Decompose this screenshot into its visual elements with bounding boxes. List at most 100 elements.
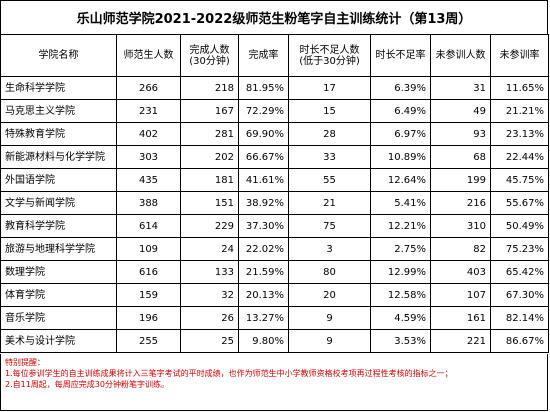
table-cell: 25 <box>180 329 239 353</box>
college-name-cell: 特殊教育学院 <box>0 122 117 146</box>
notes-line-2: 2.自11周起，每周应完成30分钟粉笔字训练。 <box>5 380 169 389</box>
table-cell: 17 <box>288 76 371 100</box>
header-row: 学院名称 师范生人数 完成人数 (30分钟) 完成率 时长不足人数 (低于30分钟) 时长不足… <box>0 34 549 77</box>
table-row: 外国语学院 435 181 41.61% 55 12.64% 199 45.75% <box>0 168 549 192</box>
column-header: 完成率 <box>238 34 289 77</box>
table-row: 旅游与地理科学学院 109 24 22.02% 3 2.75% 82 75.23% <box>0 237 549 261</box>
table-cell: 4.59% <box>370 306 431 330</box>
table-cell: 81.95% <box>238 76 289 100</box>
sheet-title: 乐山师范学院2021-2022级师范生粉笔字自主训练统计（第13周） <box>0 0 548 34</box>
table-cell: 5.41% <box>370 191 431 215</box>
table-row: 教育科学学院 614 229 37.30% 75 12.21% 310 50.49% <box>0 214 549 238</box>
table-cell: 3 <box>288 237 371 261</box>
table-cell: 159 <box>116 283 181 307</box>
table-cell: 402 <box>116 122 181 146</box>
column-header-line: 学院名称 <box>38 50 79 61</box>
table-cell: 86.67% <box>490 329 549 353</box>
table-cell: 255 <box>116 329 181 353</box>
column-header-line: 未参训率 <box>499 50 540 61</box>
college-name-cell: 美术与设计学院 <box>0 329 117 353</box>
table-cell: 2.75% <box>370 237 431 261</box>
college-name-cell: 教育科学学院 <box>0 214 117 238</box>
table-row: 数理学院 616 133 21.59% 80 12.99% 403 65.42% <box>0 260 549 284</box>
table-cell: 93 <box>430 122 491 146</box>
table-cell: 435 <box>116 168 181 192</box>
table-cell: 65.42% <box>490 260 549 284</box>
table-cell: 37.30% <box>238 214 289 238</box>
table-cell: 82 <box>430 237 491 261</box>
table-cell: 13.27% <box>238 306 289 330</box>
table-cell: 24 <box>180 237 239 261</box>
column-header: 学院名称 <box>0 34 117 77</box>
college-name-cell: 音乐学院 <box>0 306 117 330</box>
table-cell: 167 <box>180 99 239 123</box>
college-name-cell: 新能源材料与化学学院 <box>0 145 117 169</box>
column-header-line: 时长不足率 <box>375 50 426 61</box>
table-cell: 266 <box>116 76 181 100</box>
table-cell: 107 <box>430 283 491 307</box>
table-cell: 9 <box>288 306 371 330</box>
college-name-cell: 马克思主义学院 <box>0 99 117 123</box>
table-cell: 82.14% <box>490 306 549 330</box>
table-cell: 11.65% <box>490 76 549 100</box>
table-cell: 12.99% <box>370 260 431 284</box>
table-cell: 26 <box>180 306 239 330</box>
column-header: 未参训率 <box>490 34 549 77</box>
table-cell: 9.80% <box>238 329 289 353</box>
column-header: 时长不足率 <box>370 34 431 77</box>
table-cell: 15 <box>288 99 371 123</box>
table-cell: 38.92% <box>238 191 289 215</box>
table-cell: 75.23% <box>490 237 549 261</box>
table-cell: 310 <box>430 214 491 238</box>
table-cell: 388 <box>116 191 181 215</box>
table-cell: 151 <box>180 191 239 215</box>
college-name-cell: 数理学院 <box>0 260 117 284</box>
table-cell: 202 <box>180 145 239 169</box>
notes-section: 特别提醒： 1.每位参训学生的自主训练成果将计入三笔字考试的平时成绩，也作为师范… <box>0 354 548 411</box>
table-cell: 66.67% <box>238 145 289 169</box>
table-cell: 80 <box>288 260 371 284</box>
table-cell: 20 <box>288 283 371 307</box>
table-cell: 28 <box>288 122 371 146</box>
column-header: 完成人数 (30分钟) <box>180 34 239 77</box>
table-cell: 67.30% <box>490 283 549 307</box>
table-cell: 161 <box>430 306 491 330</box>
table-cell: 614 <box>116 214 181 238</box>
notes-heading: 特别提醒： <box>5 358 45 367</box>
table-cell: 22.44% <box>490 145 549 169</box>
column-header-line: 时长不足人数 <box>299 44 360 56</box>
table-cell: 229 <box>180 214 239 238</box>
stats-table: 学院名称 师范生人数 完成人数 (30分钟) 完成率 时长不足人数 (低于30分钟) 时长不足… <box>0 34 549 353</box>
column-header-line: 师范生人数 <box>123 50 174 61</box>
table-cell: 12.58% <box>370 283 431 307</box>
table-cell: 50.49% <box>490 214 549 238</box>
table-cell: 9 <box>288 329 371 353</box>
table-row: 特殊教育学院 402 281 69.90% 28 6.97% 93 23.13% <box>0 122 549 146</box>
college-name-cell: 外国语学院 <box>0 168 117 192</box>
table-cell: 199 <box>430 168 491 192</box>
college-name-cell: 体育学院 <box>0 283 117 307</box>
table-cell: 45.75% <box>490 168 549 192</box>
table-cell: 21 <box>288 191 371 215</box>
table-cell: 221 <box>430 329 491 353</box>
table-row: 马克思主义学院 231 167 72.29% 15 6.49% 49 21.21% <box>0 99 549 123</box>
table-cell: 33 <box>288 145 371 169</box>
table-cell: 181 <box>180 168 239 192</box>
table-cell: 21.21% <box>490 99 549 123</box>
table-row: 文学与新闻学院 388 151 38.92% 21 5.41% 216 55.67% <box>0 191 549 215</box>
column-header-line: (低于30分钟) <box>299 55 360 67</box>
table-cell: 12.21% <box>370 214 431 238</box>
column-header: 时长不足人数 (低于30分钟) <box>288 34 371 77</box>
table-cell: 196 <box>116 306 181 330</box>
college-name-cell: 文学与新闻学院 <box>0 191 117 215</box>
table-cell: 23.13% <box>490 122 549 146</box>
table-row: 新能源材料与化学学院 303 202 66.67% 33 10.89% 68 22.44% <box>0 145 549 169</box>
table-cell: 22.02% <box>238 237 289 261</box>
table-cell: 216 <box>430 191 491 215</box>
column-header: 未参训人数 <box>430 34 491 77</box>
table-row: 生命科学学院 266 218 81.95% 17 6.39% 31 11.65% <box>0 76 549 100</box>
table-cell: 231 <box>116 99 181 123</box>
table-cell: 6.49% <box>370 99 431 123</box>
table-body: 生命科学学院 266 218 81.95% 17 6.39% 31 11.65% 马克思主义学院… <box>0 76 549 353</box>
